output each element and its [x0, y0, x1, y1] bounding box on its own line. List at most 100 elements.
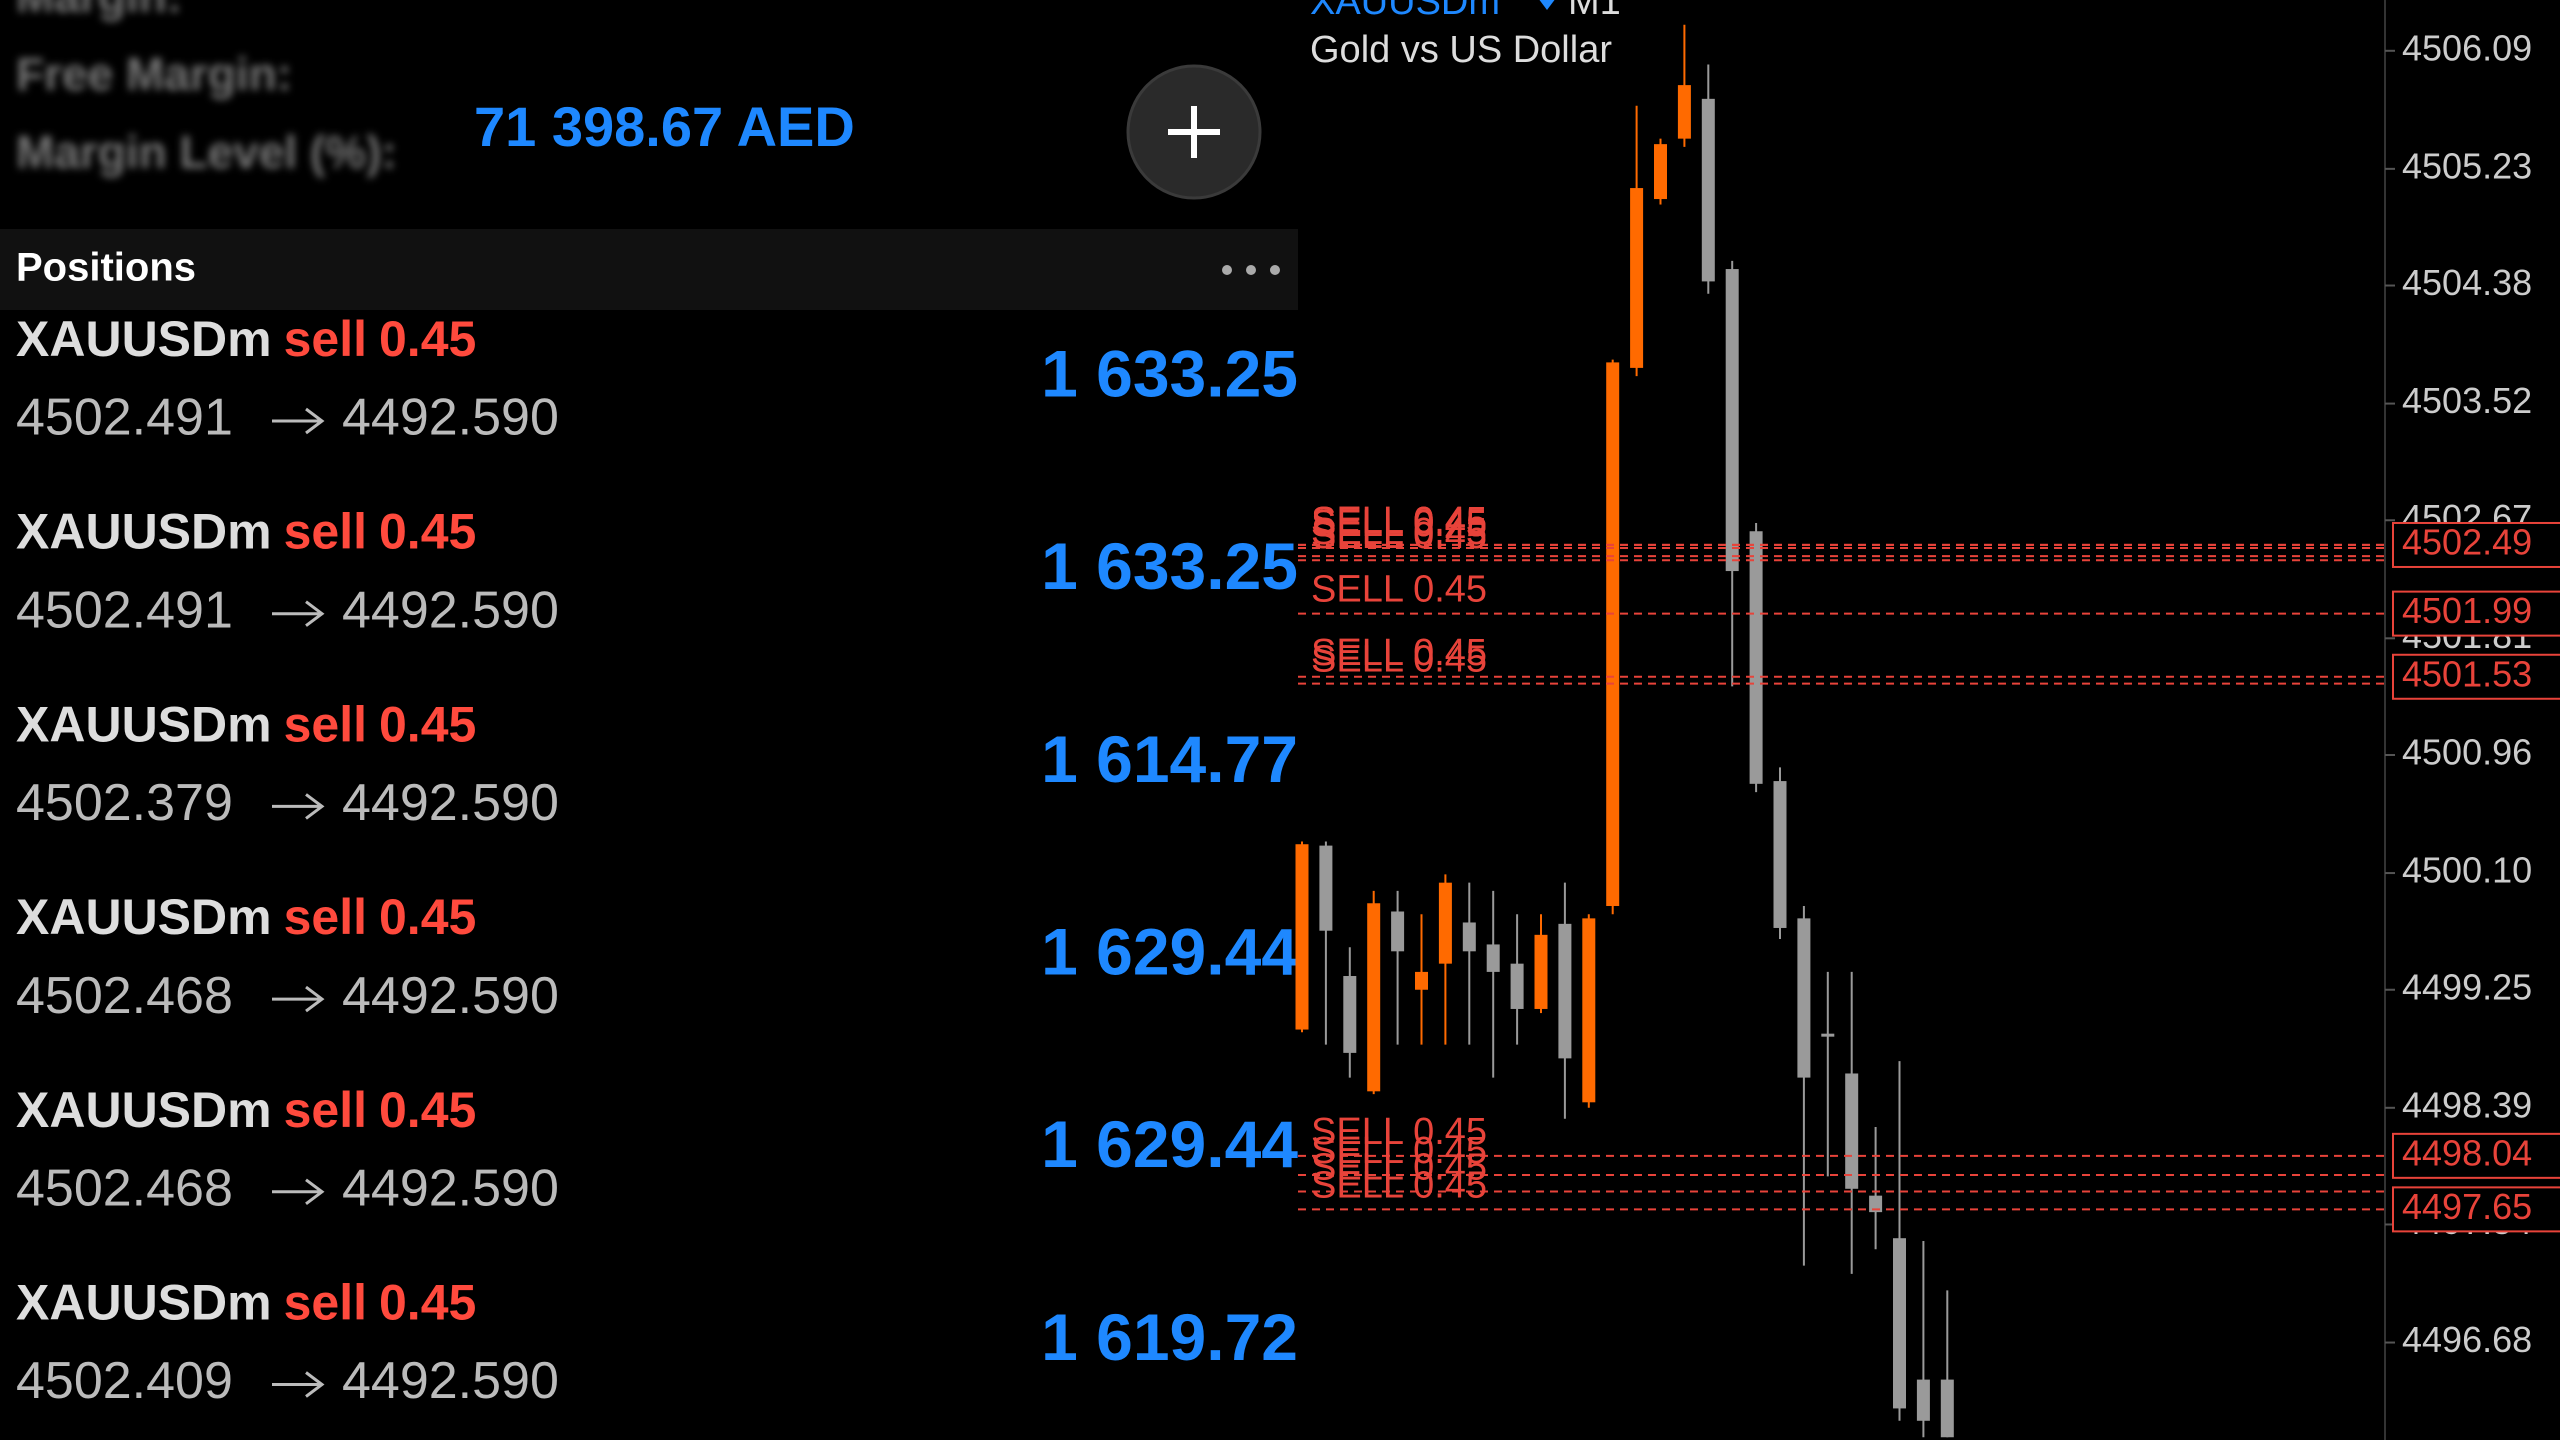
order-label: SELL 0.45: [1311, 1147, 1487, 1189]
close-price: 4492.590: [342, 389, 559, 447]
y-tick-label: 4500.96: [2402, 732, 2532, 773]
more-menu[interactable]: [1222, 265, 1280, 275]
candle-body: [1725, 269, 1739, 572]
candle-body: [1893, 1238, 1906, 1409]
symbol: XAUUSDm: [16, 311, 272, 367]
price-tag: [2392, 1186, 2560, 1233]
chart-timeframe[interactable]: M1: [1568, 0, 1621, 23]
order-label: SELL 0.45: [1311, 632, 1487, 674]
order-label: SELL 0.45: [1311, 500, 1487, 542]
y-tick-label: 4504.38: [2402, 262, 2532, 303]
order-label: SELL 0.45: [1311, 1111, 1487, 1153]
arrow-icon: [272, 407, 325, 435]
side: sell: [284, 697, 367, 753]
dot[interactable]: [1270, 265, 1280, 275]
side: sell: [284, 1082, 367, 1138]
symbol: XAUUSDm: [16, 504, 272, 560]
account-label: Margin:: [16, 0, 182, 22]
symbol: XAUUSDm: [16, 697, 272, 753]
volume: 0.45: [379, 889, 476, 945]
open-price: 4502.468: [16, 967, 233, 1025]
arrow-icon: [272, 793, 325, 820]
order-label: SELL 0.45: [1311, 639, 1487, 681]
side: sell: [284, 311, 367, 367]
arrow-icon: [272, 1178, 325, 1205]
price-tag-label: 4498.04: [2402, 1132, 2532, 1173]
candle-body: [1916, 1379, 1930, 1421]
candle-body: [1510, 963, 1524, 1009]
dot[interactable]: [1246, 265, 1256, 275]
volume: 0.45: [379, 1082, 476, 1138]
order-label: SELL 0.45: [1311, 503, 1487, 545]
candle-body: [1701, 98, 1715, 282]
y-tick-label: 4498.39: [2402, 1084, 2532, 1125]
price-tag: [2392, 590, 2560, 637]
price-tag-label: 4501.53: [2402, 653, 2532, 694]
position-title: XAUUSDm sell 0.45: [16, 1275, 476, 1331]
position-title: XAUUSDm sell 0.45: [16, 504, 476, 560]
add-button[interactable]: [1126, 64, 1262, 200]
chart-symbol[interactable]: XAUUSDm: [1310, 0, 1500, 23]
chart-subtitle: Gold vs US Dollar: [1310, 29, 1612, 71]
positions-title: Positions: [16, 246, 196, 290]
volume: 0.45: [379, 311, 476, 367]
dot[interactable]: [1222, 265, 1232, 275]
candle-body: [1845, 1073, 1859, 1189]
order-label: SELL 0.45: [1311, 1130, 1487, 1172]
y-tick-label: 4506.09: [2402, 27, 2532, 68]
candle-body: [1415, 971, 1428, 990]
y-tick-label: 4503.52: [2402, 380, 2532, 421]
candle-body: [1582, 918, 1596, 1103]
candle-body: [1438, 882, 1452, 964]
symbol-dropdown[interactable]: [1538, 0, 1556, 10]
positions-header: [0, 229, 1298, 310]
candle-body: [1940, 1379, 1954, 1438]
arrow-icon: [272, 1371, 325, 1398]
account-label: Free Margin:: [16, 48, 292, 100]
close-price: 4492.590: [342, 774, 559, 832]
arrow-icon: [272, 985, 325, 1013]
close-price: 4492.590: [342, 1160, 559, 1218]
candle-body: [1319, 845, 1333, 931]
candle-body: [1773, 781, 1787, 928]
position-title: XAUUSDm sell 0.45: [16, 697, 476, 753]
candle-body: [1749, 531, 1763, 784]
candle-body: [1869, 1195, 1883, 1213]
profit: 1 633.25: [1041, 529, 1298, 603]
side: sell: [284, 504, 367, 560]
side: sell: [284, 1275, 367, 1331]
open-price: 4502.379: [16, 774, 233, 832]
side: sell: [284, 889, 367, 945]
profit: 1 619.72: [1041, 1300, 1298, 1374]
symbol: XAUUSDm: [16, 889, 272, 945]
price-tag-label: 4497.65: [2402, 1186, 2532, 1227]
candle-body: [1821, 1033, 1835, 1037]
price-tag-label: 4502.49: [2402, 521, 2532, 562]
order-label: SELL 0.45: [1311, 1164, 1487, 1206]
account-label: Margin Level (%):: [16, 126, 397, 178]
position-title: XAUUSDm sell 0.45: [16, 311, 476, 367]
volume: 0.45: [379, 697, 476, 753]
order-label: SELL 0.45: [1311, 511, 1487, 553]
candle-body: [1486, 944, 1500, 972]
plus-icon[interactable]: [1168, 106, 1220, 158]
candle-body: [1797, 918, 1811, 1078]
candle-body: [1606, 362, 1620, 907]
candle-body: [1558, 923, 1572, 1059]
candle-body: [1462, 922, 1476, 952]
order-label: SELL 0.45: [1311, 569, 1487, 611]
open-price: 4502.468: [16, 1160, 233, 1218]
volume: 0.45: [379, 1275, 476, 1331]
open-price: 4502.491: [16, 389, 233, 447]
y-tick-label: 4505.23: [2402, 145, 2532, 186]
y-tick-label: 4496.68: [2402, 1319, 2532, 1360]
candle-body: [1343, 976, 1357, 1053]
arrow-icon: [272, 600, 325, 627]
candle-body: [1630, 188, 1644, 368]
close-price: 4492.590: [342, 967, 559, 1025]
y-tick-label: 4499.25: [2402, 966, 2532, 1007]
candle-body: [1391, 911, 1405, 952]
close-price: 4492.590: [342, 1352, 559, 1410]
